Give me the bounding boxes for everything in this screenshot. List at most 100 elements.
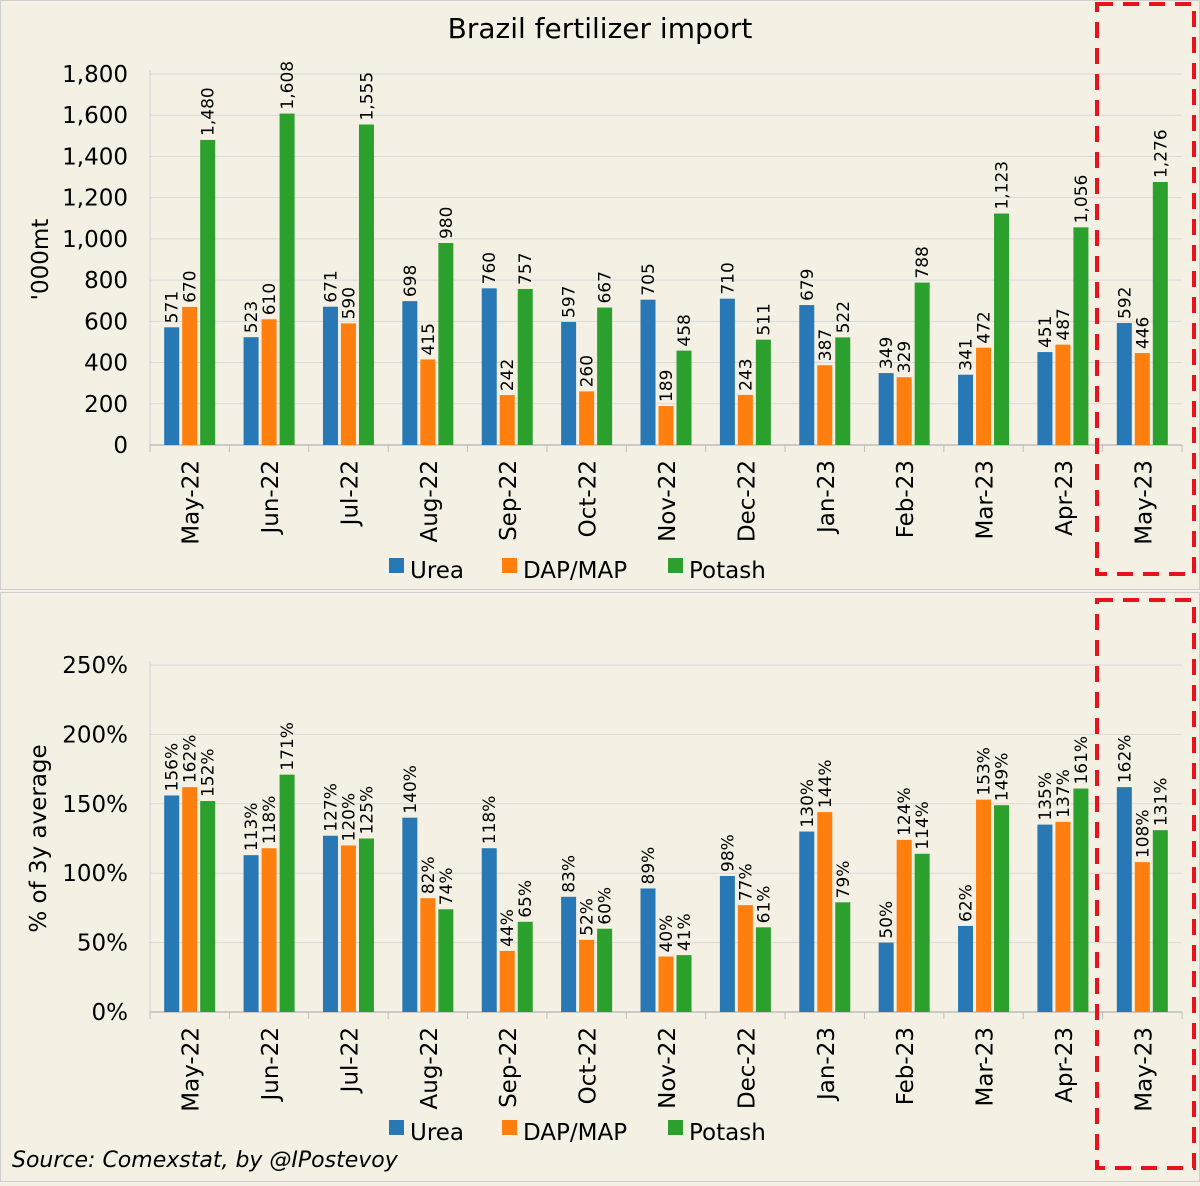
chart2-data-label-dap-map: 162%	[181, 735, 201, 784]
chart1-legend-label-urea: Urea	[410, 558, 464, 584]
chart1-legend-swatch-dap-map	[502, 558, 517, 573]
chart1-data-label-dap-map: 670	[181, 270, 201, 302]
chart1-bar-potash	[994, 213, 1010, 445]
chart2-data-label-dap-map: 137%	[1054, 769, 1074, 818]
chart2-bar-potash	[914, 853, 930, 1012]
chart2-bar-potash	[835, 902, 851, 1012]
chart2-data-label-urea: 89%	[639, 847, 659, 885]
chart1-bar-potash	[200, 139, 216, 445]
chart1-category-label: Sep-22	[496, 460, 522, 541]
chart1-data-label-urea: 592	[1115, 287, 1135, 319]
chart2-bar-potash	[755, 927, 771, 1012]
chart2-data-label-urea: 130%	[798, 779, 818, 828]
chart2-bar-potash	[438, 909, 454, 1012]
chart2-y-tick-label: 250%	[62, 653, 128, 679]
chart1-data-label-potash: 1,056	[1072, 175, 1092, 224]
chart1-category-label: Jan-23	[814, 460, 840, 535]
chart1-bar-urea	[640, 299, 656, 445]
chart1-data-label-dap-map: 610	[260, 283, 280, 315]
chart1-bar-dap-map	[658, 406, 674, 445]
chart1-data-label-urea: 341	[957, 338, 977, 370]
chart1-data-label-dap-map: 590	[339, 287, 359, 319]
chart2-legend-swatch-dap-map	[502, 1120, 517, 1135]
chart2-data-label-urea: 83%	[560, 855, 580, 893]
chart2-bar-potash	[200, 801, 216, 1012]
chart2-data-label-potash: 61%	[754, 886, 774, 924]
chart2-category-label: Dec-22	[734, 1027, 760, 1109]
chart2-bar-urea	[878, 942, 894, 1012]
chart2-bar-potash	[994, 805, 1010, 1012]
chart1-data-label-urea: 760	[480, 252, 500, 284]
chart2-bar-potash	[597, 928, 613, 1012]
chart1-y-tick-label: 600	[84, 309, 128, 335]
chart2-data-label-dap-map: 124%	[895, 787, 915, 836]
chart1-bar-urea	[164, 327, 180, 445]
chart2-data-label-urea: 98%	[718, 834, 738, 872]
chart1-bar-dap-map	[1055, 344, 1071, 445]
chart2-bar-dap-map	[658, 956, 674, 1012]
chart2-data-label-potash: 41%	[675, 913, 695, 951]
chart1-bar-dap-map	[182, 306, 198, 445]
chart2-bar-dap-map	[261, 848, 277, 1012]
chart1-data-label-urea: 679	[798, 269, 818, 301]
chart1-data-label-potash: 522	[834, 301, 854, 333]
chart1-y-tick-label: 800	[84, 268, 128, 294]
chart1-bar-urea	[561, 321, 577, 445]
chart1-data-label-urea: 571	[163, 291, 183, 323]
chart1-legend-swatch-urea	[389, 558, 404, 573]
chart1-data-label-dap-map: 242	[498, 359, 518, 391]
chart2-data-label-dap-map: 153%	[975, 747, 995, 796]
chart1-category-label: Oct-22	[576, 460, 602, 537]
chart2-y-tick-label: 0%	[92, 1000, 129, 1026]
chart2-data-label-urea: 135%	[1036, 772, 1056, 821]
chart2-data-label-dap-map: 120%	[339, 793, 359, 842]
chart1-bar-urea	[322, 306, 338, 445]
chart1-data-label-urea: 597	[560, 285, 580, 317]
chart2-data-label-potash: 131%	[1151, 778, 1171, 827]
chart2-bar-dap-map	[976, 799, 992, 1012]
chart1-data-label-potash: 757	[516, 253, 536, 285]
chart2-bar-dap-map	[896, 839, 912, 1012]
chart1-bar-potash	[914, 282, 930, 445]
chart1-bar-dap-map	[896, 377, 912, 445]
chart1-bar-dap-map	[261, 319, 277, 445]
chart1-bar-potash	[438, 243, 454, 445]
chart1-data-label-dap-map: 387	[816, 329, 836, 361]
chart2-data-label-dap-map: 52%	[578, 898, 598, 936]
chart1-y-tick-label: 1,600	[62, 103, 128, 129]
chart1-bar-urea	[878, 373, 894, 445]
chart1-bar-dap-map	[817, 365, 833, 445]
chart2-data-label-urea: 140%	[401, 765, 421, 814]
chart2-bar-dap-map	[1055, 821, 1071, 1012]
chart2-bar-dap-map	[1134, 862, 1150, 1012]
chart2-bar-urea	[958, 925, 974, 1012]
chart2-data-label-dap-map: 77%	[736, 863, 756, 901]
chart2-legend-label-urea: Urea	[410, 1120, 464, 1146]
chart2-bar-dap-map	[499, 950, 515, 1012]
chart1-bar-potash	[676, 350, 692, 445]
chart2-category-label: Sep-22	[496, 1027, 522, 1108]
chart1-category-label: Jul-22	[337, 460, 363, 527]
chart2-data-label-potash: 152%	[199, 748, 219, 797]
chart2-data-label-dap-map: 118%	[260, 796, 280, 845]
chart1-data-label-urea: 671	[321, 270, 341, 302]
chart1-title: Brazil fertilizer import	[448, 12, 753, 45]
source-caption: Source: Comexstat, by @IPostevoy	[12, 1148, 398, 1173]
chart1-highlight-box	[1095, 2, 1196, 576]
chart1-data-label-dap-map: 243	[736, 358, 756, 390]
chart2-bar-dap-map	[420, 898, 436, 1012]
chart1-bar-dap-map	[499, 395, 515, 445]
chart1-bar-dap-map	[737, 394, 753, 445]
chart2-bar-urea	[243, 855, 259, 1012]
chart2-data-label-potash: 74%	[437, 867, 457, 905]
chart2-bar-potash	[358, 838, 374, 1012]
chart1-data-label-potash: 1,480	[199, 87, 219, 136]
chart1-legend-label-potash: Potash	[689, 558, 766, 584]
chart2-bar-urea	[799, 831, 815, 1012]
chart2-category-label: Apr-23	[1052, 1027, 1078, 1103]
chart2-bar-urea	[322, 835, 338, 1012]
chart2-y-axis-label: % of 3y average	[26, 744, 52, 932]
chart1-bar-potash	[1152, 182, 1168, 445]
chart1-category-label: May-23	[1131, 460, 1157, 545]
